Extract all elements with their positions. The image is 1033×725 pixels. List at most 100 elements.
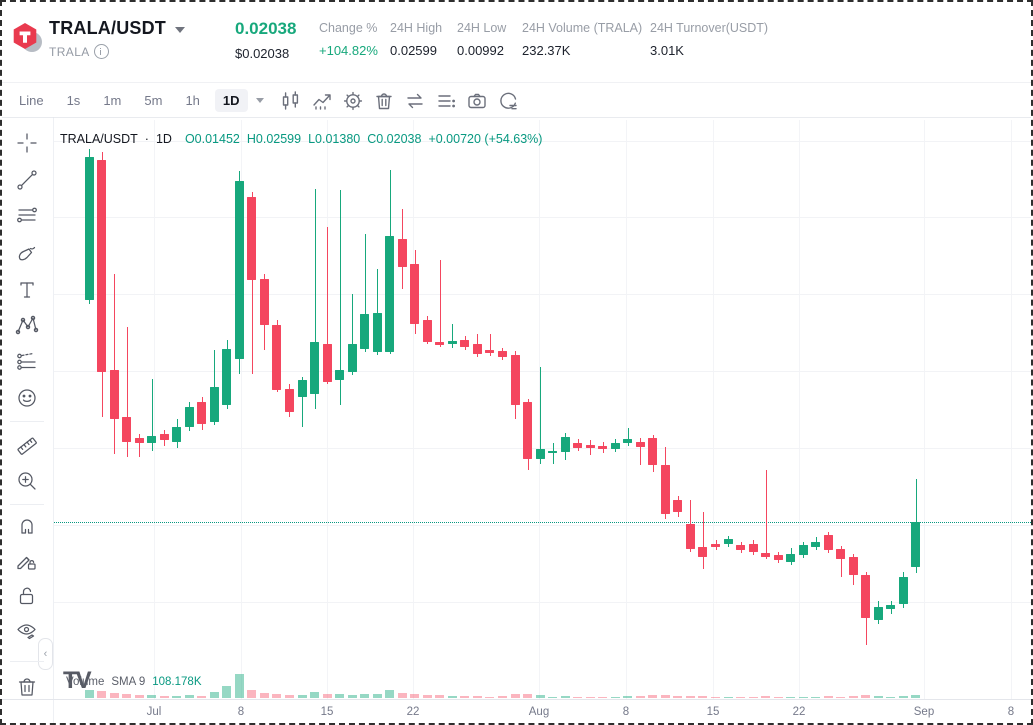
grid-line-horizontal xyxy=(54,602,1031,603)
candle-body xyxy=(285,389,294,412)
time-axis-label: Jul xyxy=(146,706,162,718)
candle-body xyxy=(511,355,520,405)
base-asset-label: TRALA xyxy=(49,44,90,59)
volume-bar xyxy=(561,696,570,698)
volume-bar xyxy=(698,696,707,698)
candle-wick xyxy=(540,367,541,464)
interval-5m-button[interactable]: 5m xyxy=(136,89,170,112)
candle-wick xyxy=(127,327,128,457)
compare-swap-icon[interactable] xyxy=(404,90,426,112)
candle-body xyxy=(272,325,281,390)
replay-history-icon[interactable] xyxy=(497,90,519,112)
crosshair-icon[interactable] xyxy=(14,130,40,156)
delete-icon[interactable] xyxy=(373,90,395,112)
legend-change: +0.00720 (+54.63%) xyxy=(428,132,543,146)
chevron-down-icon[interactable] xyxy=(175,26,185,33)
volume-bar xyxy=(511,694,520,698)
candle-wick xyxy=(252,192,253,374)
candle-body xyxy=(886,605,895,609)
remove-all-drawings-icon[interactable] xyxy=(14,674,40,700)
screenshot-camera-icon[interactable] xyxy=(466,90,488,112)
volume-bar xyxy=(523,694,532,698)
candle-body xyxy=(323,344,332,382)
grid-line-horizontal xyxy=(54,294,1031,295)
tradingview-watermark[interactable]: TV xyxy=(62,664,106,699)
volume-bar xyxy=(648,695,657,698)
projection-icon[interactable] xyxy=(14,348,40,374)
candle-body xyxy=(686,524,695,549)
interval-1d-button[interactable]: 1D xyxy=(214,89,248,112)
trend-line-icon[interactable] xyxy=(14,167,40,193)
candle-wick xyxy=(302,377,303,427)
volume-legend: Volume SMA 9 108.178K xyxy=(66,676,202,688)
grid-line-vertical xyxy=(924,120,925,699)
volume-bar xyxy=(298,695,307,698)
candle-body xyxy=(536,449,545,459)
candle-body xyxy=(373,313,382,352)
volume-bar xyxy=(586,697,595,698)
info-icon[interactable] xyxy=(93,44,109,59)
legend-list-icon[interactable] xyxy=(435,90,457,112)
candle-wick xyxy=(452,324,453,348)
candle-body xyxy=(247,197,256,280)
lock-all-drawings-icon[interactable] xyxy=(14,583,40,609)
stat-24h-low: 24H Low 0.00992 xyxy=(457,21,507,58)
candle-body xyxy=(435,342,444,345)
candle-wick xyxy=(640,438,641,465)
time-axis-label: 15 xyxy=(320,706,334,718)
volume-bar xyxy=(185,695,194,698)
interval-1h-button[interactable]: 1h xyxy=(177,89,207,112)
volume-bar xyxy=(373,694,382,698)
pair-selector[interactable]: TRALA/USDT TRALA xyxy=(10,18,185,59)
sidebar-collapse-handle[interactable]: ‹ xyxy=(38,638,53,670)
volume-bar xyxy=(573,697,582,698)
settings-gear-icon[interactable] xyxy=(342,90,364,112)
last-price: 0.02038 xyxy=(235,19,297,38)
brush-icon[interactable] xyxy=(14,240,40,266)
volume-bar xyxy=(836,697,845,698)
time-axis[interactable]: Jul 8 15 22 Aug 8 15 22 Sep 8 xyxy=(2,699,1031,723)
drawing-mode-lock-icon[interactable] xyxy=(14,548,40,574)
hide-all-drawings-icon[interactable] xyxy=(14,618,40,644)
volume-bar xyxy=(160,696,169,698)
volume-bar xyxy=(448,696,457,698)
text-icon[interactable] xyxy=(14,277,40,303)
indicators-icon[interactable] xyxy=(311,90,333,112)
zoom-in-icon[interactable] xyxy=(14,468,40,494)
fib-retracement-icon[interactable] xyxy=(14,203,40,229)
time-axis-label: 8 xyxy=(237,706,245,718)
candle-wick xyxy=(628,428,629,446)
volume-bar xyxy=(686,696,695,698)
emoji-icon[interactable] xyxy=(14,385,40,411)
volume-bar xyxy=(222,686,231,698)
candle-body xyxy=(335,370,344,380)
grid-line-horizontal xyxy=(54,371,1031,372)
sidebar-divider xyxy=(10,421,44,422)
candle-body xyxy=(673,500,682,512)
candle-body xyxy=(498,351,507,357)
candle-body xyxy=(185,407,194,427)
magnet-icon[interactable] xyxy=(14,513,40,539)
xabcd-pattern-icon[interactable] xyxy=(14,312,40,338)
volume-bar xyxy=(536,695,545,698)
ruler-icon[interactable] xyxy=(14,433,40,459)
grid-line-vertical xyxy=(241,120,242,699)
time-axis-label: Sep xyxy=(913,706,935,718)
volume-bar xyxy=(398,693,407,698)
volume-bar xyxy=(210,692,219,698)
candle-body xyxy=(899,577,908,604)
time-axis-label: 8 xyxy=(1007,706,1015,718)
grid-line-horizontal xyxy=(54,141,1031,142)
last-price-usd: $0.02038 xyxy=(235,46,290,61)
stat-change: Change % +104.82% xyxy=(319,21,378,58)
volume-bar xyxy=(235,674,244,698)
candle-body xyxy=(360,314,369,349)
volume-bar xyxy=(498,696,507,698)
chart-type-line-button[interactable]: Line xyxy=(11,89,52,112)
candles-style-icon[interactable] xyxy=(280,90,302,112)
interval-1s-button[interactable]: 1s xyxy=(59,89,89,112)
candle-body xyxy=(561,437,570,452)
interval-dropdown-icon[interactable] xyxy=(255,98,264,103)
interval-1m-button[interactable]: 1m xyxy=(95,89,129,112)
